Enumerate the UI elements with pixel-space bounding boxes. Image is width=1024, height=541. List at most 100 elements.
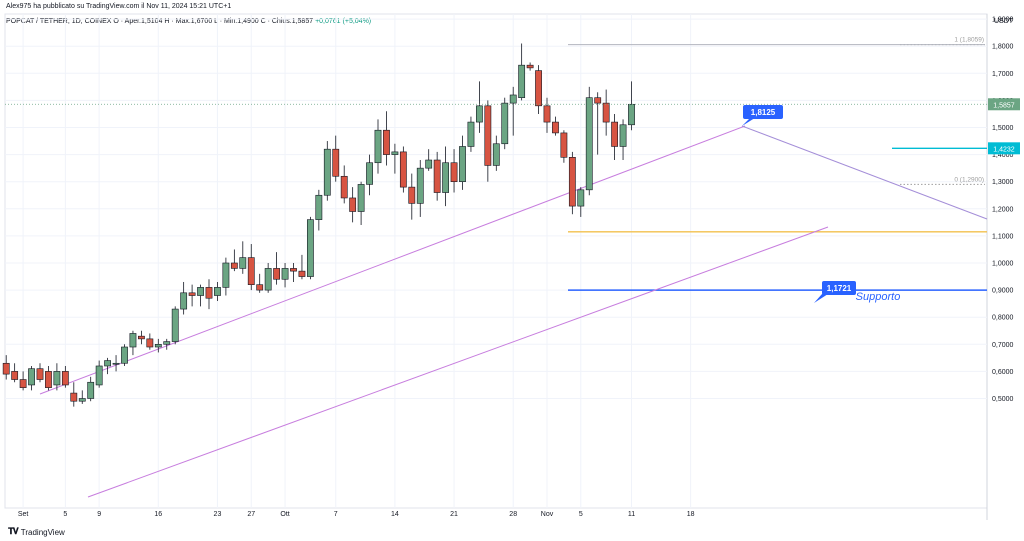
candle-down — [543, 105, 551, 123]
candle-down — [2, 362, 10, 375]
candle-up — [129, 333, 137, 348]
x-tick-label: 21 — [450, 511, 458, 518]
candle-up — [425, 159, 433, 169]
candle-down — [408, 186, 416, 204]
ohlc-values: O · Aper.1,5104 H · Max.1,6700 L · Min.1… — [113, 18, 314, 25]
candle-up — [628, 103, 635, 126]
candle-up — [53, 371, 61, 386]
last-price-badge — [988, 98, 1020, 111]
x-tick-label: 18 — [687, 511, 695, 518]
candle-up — [374, 129, 382, 164]
candle-down — [188, 292, 196, 296]
candle-up — [104, 360, 111, 367]
fib-level-label: 1 (1,8059) — [954, 37, 984, 44]
x-tick-label: 7 — [334, 511, 338, 518]
candle-up — [171, 308, 179, 342]
low-label-box — [822, 281, 856, 295]
candle-down — [70, 392, 78, 402]
fib-level-label: 0 (1,2900) — [954, 176, 984, 183]
candle-up — [323, 148, 331, 196]
y-tick-label: 1,5000 — [992, 125, 1014, 132]
support-label: Supporto — [856, 291, 901, 303]
candle-up — [239, 257, 247, 269]
y-tick-label: 1,2000 — [992, 206, 1014, 213]
brand-label: TradingView — [20, 527, 65, 537]
candle-down — [146, 338, 154, 348]
low-label-pointer — [814, 294, 828, 303]
candle-up — [366, 162, 373, 185]
y-tick-label: 0,5000 — [992, 396, 1014, 403]
cyan-price-badge — [988, 142, 1020, 155]
candle-down — [138, 335, 145, 340]
candle-down — [535, 70, 542, 107]
candle-down — [298, 270, 306, 277]
x-tick-label: 5 — [579, 511, 583, 518]
candle-down — [611, 121, 618, 147]
y-tick-label: 1,9000 — [992, 17, 1014, 24]
x-tick-label: 14 — [391, 511, 399, 518]
plot-frame — [4, 13, 988, 509]
x-tick-label: 11 — [628, 511, 635, 518]
candle-up — [214, 287, 221, 296]
candle-up — [87, 381, 95, 399]
candle-down — [383, 129, 390, 155]
candle-up — [121, 346, 128, 364]
candle-down — [340, 175, 348, 199]
candle-up — [577, 189, 585, 207]
x-tick-label: Nov — [541, 511, 554, 518]
low-label: 1,1721 — [827, 284, 852, 293]
candle-up — [315, 194, 323, 220]
cyan-price-label: 1,4232 — [993, 146, 1015, 153]
y-tick-label: 0,7000 — [992, 342, 1014, 349]
tradingview-brand[interactable]: 𝐓𝐕 TradingView — [8, 527, 65, 537]
candle-up — [222, 262, 230, 288]
y-tick-label: 1,7000 — [992, 71, 1014, 78]
y-tick-label: 1,4000 — [992, 152, 1014, 159]
candle-down — [19, 379, 27, 388]
high-label: 1,8125 — [751, 108, 776, 117]
candle-down — [205, 287, 213, 299]
candle-up — [391, 151, 399, 155]
candle-down — [45, 371, 52, 388]
price-change: +0,0761 (+5,04%) — [315, 18, 372, 25]
candle-up — [154, 343, 162, 348]
candle-up — [78, 398, 86, 402]
candle-down — [484, 105, 492, 166]
candle-up — [509, 94, 517, 104]
symbol-info: POPCAT / TETHER, 1D, COINEX O · Aper.1,5… — [6, 18, 371, 25]
candle-down — [273, 268, 280, 280]
candle-up — [518, 64, 526, 98]
candle-down — [552, 121, 559, 134]
y-tick-label: 0,6000 — [992, 369, 1014, 376]
candle-up — [197, 287, 204, 296]
candle-up — [467, 121, 475, 147]
candle-up — [112, 362, 120, 365]
x-tick-label: 5 — [63, 511, 67, 518]
candle-up — [264, 268, 272, 291]
candle-down — [36, 368, 44, 380]
resistance-line — [741, 125, 988, 220]
y-tick-label: 0,9000 — [992, 288, 1014, 295]
high-label-box — [743, 105, 783, 119]
candle-up — [475, 105, 483, 123]
symbol-name[interactable]: POPCAT / TETHER, 1D, COINEX — [6, 18, 112, 25]
currency-label[interactable]: USDT — [994, 18, 1014, 25]
candle-down — [568, 157, 576, 207]
candle-up — [619, 124, 627, 147]
candle-down — [247, 257, 255, 285]
candle-down — [11, 371, 19, 380]
x-tick-label: 16 — [154, 511, 162, 518]
candle-down — [349, 197, 357, 212]
candle-down — [61, 371, 69, 386]
candle-down — [526, 64, 534, 69]
candle-up — [459, 146, 466, 183]
candle-down — [399, 151, 407, 188]
candle-up — [281, 268, 289, 280]
candle-up — [492, 143, 500, 166]
channel-upper-line — [39, 125, 746, 395]
x-tick-label: 28 — [509, 511, 517, 518]
y-tick-label: 0,8000 — [992, 315, 1014, 322]
candle-up — [28, 368, 35, 386]
candle-down — [230, 262, 238, 269]
